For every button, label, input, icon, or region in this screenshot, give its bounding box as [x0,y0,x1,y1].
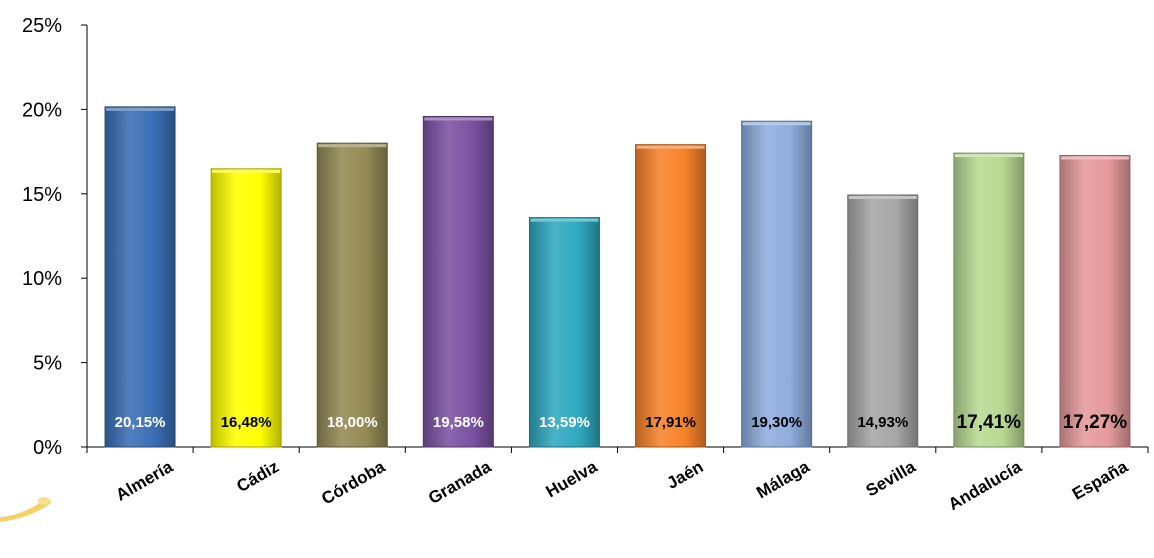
bar-huelva [528,217,600,448]
bars [104,106,1131,448]
bar-córdoba [316,142,388,448]
bar-highlight [742,122,811,126]
data-label: 17,91% [645,414,696,431]
data-label: 18,00% [327,414,378,431]
data-label: 17,41% [957,412,1022,433]
y-tick-label: 20% [22,99,62,121]
x-tick-label: Granada [425,457,495,508]
y-tick-labels: 0% 5% 10% 15% 20% 25% [22,15,62,459]
data-label: 16,48% [221,414,272,431]
data-label: 19,30% [751,414,802,431]
data-label: 14,93% [857,414,908,431]
bar-sevilla [847,194,919,448]
bar-granada [422,115,494,448]
y-tick-label: 5% [33,353,62,375]
x-tick-label: Andalucía [945,457,1025,514]
data-label: 13,59% [539,414,590,431]
data-label: 17,27% [1063,412,1128,433]
x-tick-label: Sevilla [863,457,920,501]
bar-highlight [318,144,387,148]
bar-highlight [530,218,599,222]
y-tick-label: 15% [22,184,62,206]
data-label: 20,15% [115,414,166,431]
bar-highlight [106,107,175,111]
bar-cádiz [210,168,282,448]
bar-españa [1059,154,1131,448]
x-tick-label: Córdoba [318,457,388,509]
bar-highlight [954,154,1023,158]
decorative-swoosh [0,497,52,522]
y-tick-label: 0% [33,437,62,459]
x-tick-label: Huelva [543,457,601,502]
y-tick-label: 25% [22,15,62,37]
x-tick-label: Málaga [753,457,813,503]
bar-andalucía [953,152,1025,448]
bar-highlight [848,195,917,199]
x-tick-label: Cádiz [233,457,282,496]
x-tick-labels: Almería Cádiz Córdoba Granada Huelva Jaén Mála… [113,457,1132,514]
bar-málaga [741,120,813,448]
bar-highlight [212,169,281,173]
bar-jaén [635,144,707,448]
bar-highlight [636,145,705,149]
bar-highlight [1060,156,1129,160]
data-label: 19,58% [433,414,484,431]
x-tick-label: Jaén [663,457,706,493]
x-tick-label: España [1069,457,1131,504]
x-tick-label: Almería [113,457,177,505]
bar-almería [104,106,176,448]
bar-highlight [424,117,493,121]
y-tick-label: 10% [22,268,62,290]
data-labels: 20,15% 16,48% 18,00% 19,58% 13,59% 17,91% 19,3… [115,412,1128,433]
